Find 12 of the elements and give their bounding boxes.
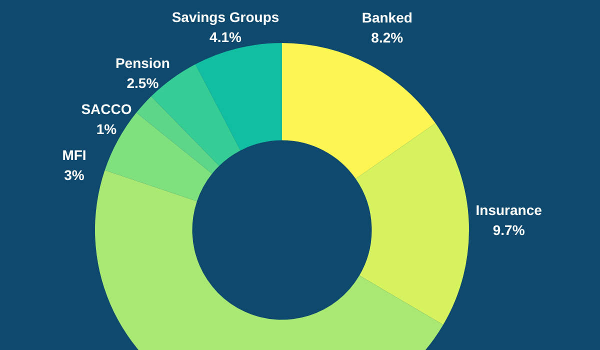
slice-label: SACCO [81, 100, 132, 117]
slice-label: Pension [115, 54, 170, 71]
slice-label: Savings Groups [172, 8, 280, 25]
data-label: 1% [96, 120, 118, 137]
data-label: 2.5% [126, 74, 160, 91]
data-label: 4.1% [210, 28, 242, 45]
data-label: 3% [64, 166, 85, 183]
slice-label: Banked [362, 10, 412, 26]
slice-label: MFI [62, 146, 86, 163]
slice-label: Insurance [476, 202, 542, 218]
data-label: 9.7% [492, 222, 526, 238]
data-label: 8.2% [371, 30, 404, 46]
